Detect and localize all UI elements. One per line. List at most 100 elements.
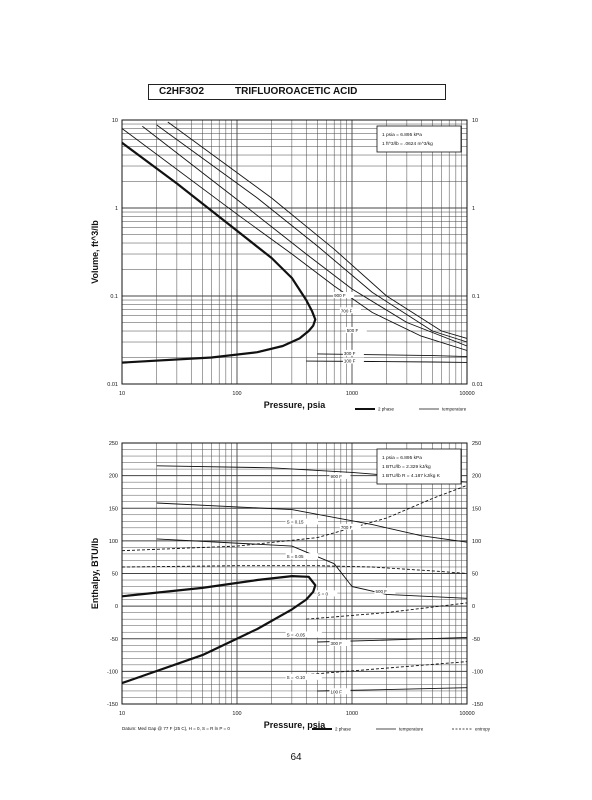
annotation-label: S = -0.10 bbox=[287, 675, 306, 680]
annotation-label: 700 F bbox=[341, 308, 353, 313]
y-tick-label-left: 0.01 bbox=[107, 382, 118, 388]
x-tick-label: 10 bbox=[119, 391, 125, 397]
two-phase-curve bbox=[121, 575, 317, 685]
y-tick-label-left: 100 bbox=[109, 539, 118, 545]
x-tick-label: 10 bbox=[119, 711, 125, 717]
y-tick-label-right: -100 bbox=[472, 669, 483, 675]
annotation-bg bbox=[329, 472, 351, 479]
x-axis-label: Pressure, psia bbox=[264, 400, 327, 410]
y-tick-label-left: 200 bbox=[109, 474, 118, 480]
plot-frame bbox=[121, 119, 468, 385]
annotation-label: 700 F bbox=[341, 525, 353, 530]
x-tick-label: 100 bbox=[232, 391, 241, 397]
annotation-bg bbox=[342, 357, 364, 364]
page-number: 64 bbox=[290, 752, 302, 763]
conversion-box bbox=[376, 125, 462, 153]
y-axis-label: Volume, ft^3/lb bbox=[90, 220, 100, 284]
conversion-text: 1 psia = 6.895 kPa bbox=[382, 132, 422, 138]
annotation-label: S = 0 bbox=[317, 591, 328, 596]
y-tick-label-right: 0 bbox=[472, 604, 475, 610]
annotation-bg bbox=[329, 639, 351, 646]
annotation-bg bbox=[339, 307, 361, 314]
x-tick-label: 100 bbox=[232, 711, 241, 717]
two-phase-curve bbox=[121, 141, 317, 364]
conversion-text: 1 BTU/lb R = 4.187 kJ/kg K bbox=[382, 473, 441, 479]
annotation-bg bbox=[285, 518, 319, 525]
y-tick-label-right: 100 bbox=[472, 539, 481, 545]
annotation-bg bbox=[345, 327, 367, 334]
y-tick-label-right: 250 bbox=[472, 441, 481, 447]
conversion-text: 1 psia = 6.895 kPa bbox=[382, 455, 422, 461]
temperature-line bbox=[121, 128, 468, 351]
temperature-line bbox=[156, 124, 468, 343]
annotation-bg bbox=[285, 631, 322, 638]
y-tick-label-left: 250 bbox=[109, 441, 118, 447]
y-tick-label-left: -150 bbox=[107, 702, 118, 708]
annotation-label: 500 F bbox=[375, 589, 387, 594]
chemical-name: TRIFLUOROACETIC ACID bbox=[235, 86, 358, 97]
annotation-bg bbox=[285, 553, 319, 560]
y-axis-label: Enthalpy, BTU/lb bbox=[90, 537, 100, 609]
annotation-label: S = 0.15 bbox=[287, 520, 304, 525]
y-tick-label-right: 150 bbox=[472, 506, 481, 512]
temperature-line bbox=[142, 125, 468, 347]
annotation-bg bbox=[285, 673, 322, 680]
legend-label: entropy bbox=[475, 727, 491, 732]
temperature-line bbox=[306, 360, 468, 363]
title-box: C2HF3O2 TRIFLUOROACETIC ACID bbox=[148, 84, 446, 100]
annotation-label: 100 F bbox=[330, 689, 342, 694]
legend-label: 2 phase bbox=[335, 727, 352, 732]
y-tick-label-right: 10 bbox=[472, 118, 478, 124]
x-tick-label: 10000 bbox=[459, 391, 474, 397]
x-axis-label: Pressure, psia bbox=[264, 720, 327, 730]
annotation-label: 300 F bbox=[330, 641, 342, 646]
annotation-label: S = -0.05 bbox=[287, 632, 306, 637]
y-tick-label-right: -50 bbox=[472, 637, 480, 643]
y-tick-label-left: 0 bbox=[115, 604, 118, 610]
y-tick-label-right: 1 bbox=[472, 206, 475, 212]
entropy-line bbox=[121, 565, 468, 574]
y-tick-label-left: 10 bbox=[112, 118, 118, 124]
annotation-label: 900 F bbox=[334, 293, 346, 298]
annotation-label: S = 0.05 bbox=[287, 554, 304, 559]
temperature-line bbox=[317, 353, 468, 358]
x-tick-label: 1000 bbox=[346, 391, 358, 397]
conversion-text: 1 BTU/lb = 2.329 kJ/kg bbox=[382, 464, 431, 470]
y-tick-label-left: 150 bbox=[109, 506, 118, 512]
y-tick-label-right: 0.01 bbox=[472, 382, 483, 388]
annotation-bg bbox=[342, 349, 364, 356]
annotation-bg bbox=[333, 292, 355, 298]
annotation-label: 300 F bbox=[344, 351, 356, 356]
y-tick-label-left: -100 bbox=[107, 669, 118, 675]
legend-label: 2 phase bbox=[378, 407, 395, 412]
datum-note: Datum: Med Gap @ 77 F (25 C), H = 0, S =… bbox=[122, 726, 230, 731]
annotation-bg bbox=[374, 587, 396, 594]
annotation-label: 100 F bbox=[344, 359, 356, 364]
legend-label: temperature bbox=[399, 727, 424, 732]
y-tick-label-right: 0.1 bbox=[472, 294, 480, 300]
y-tick-label-left: -50 bbox=[110, 637, 118, 643]
y-tick-label-right: -150 bbox=[472, 702, 483, 708]
temperature-line bbox=[156, 502, 468, 543]
y-tick-label-left: 50 bbox=[112, 572, 118, 578]
temperature-line bbox=[156, 538, 468, 599]
y-tick-label-right: 50 bbox=[472, 572, 478, 578]
conversion-text: 1 ft^3/lb = .0624 m^3/kg bbox=[382, 141, 433, 147]
y-tick-label-left: 0.1 bbox=[110, 294, 118, 300]
x-tick-label: 10000 bbox=[459, 711, 474, 717]
chemical-formula: C2HF3O2 bbox=[159, 86, 205, 97]
annotation-bg bbox=[316, 590, 338, 597]
temperature-line bbox=[167, 121, 468, 339]
entropy-line bbox=[306, 661, 468, 676]
annotation-bg bbox=[339, 523, 361, 530]
entropy-line bbox=[306, 602, 468, 620]
y-tick-label-right: 200 bbox=[472, 474, 481, 480]
x-tick-label: 1000 bbox=[346, 711, 358, 717]
y-tick-label-left: 1 bbox=[115, 206, 118, 212]
annotation-label: 900 F bbox=[330, 474, 342, 479]
legend-label: temperature bbox=[442, 407, 467, 412]
annotation-label: 500 F bbox=[347, 328, 359, 333]
annotation-bg bbox=[329, 688, 351, 695]
conversion-box bbox=[376, 448, 462, 485]
